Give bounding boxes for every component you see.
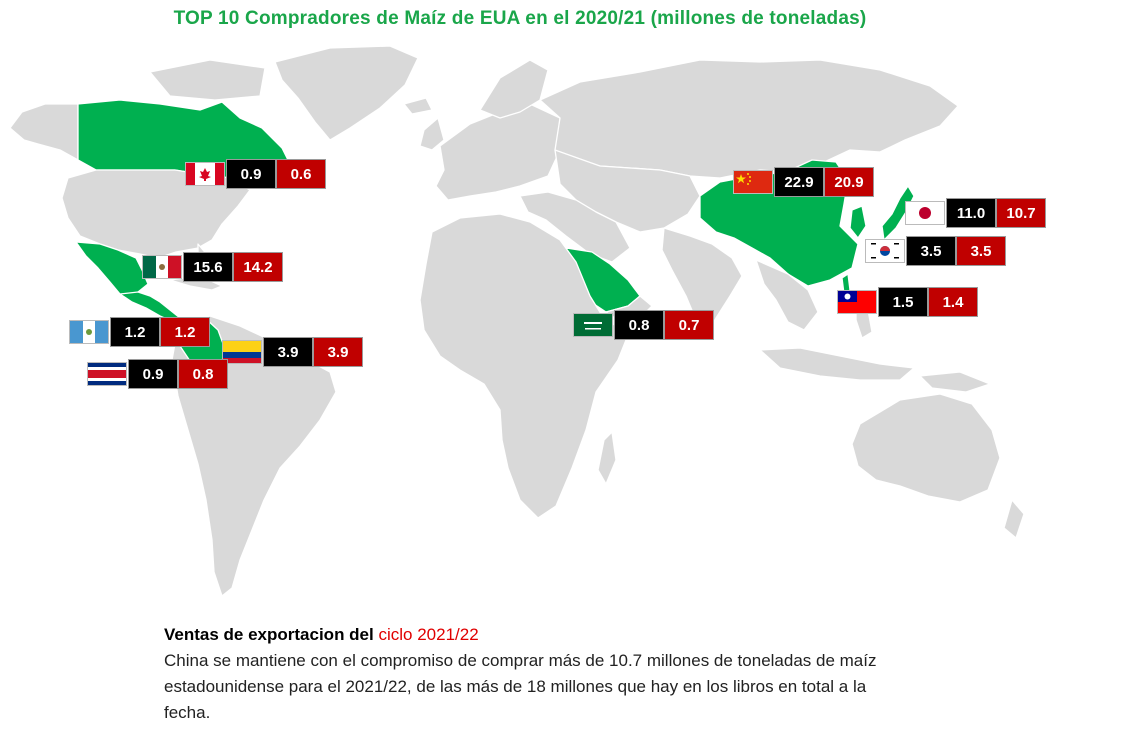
costa-rica-flag	[88, 363, 126, 385]
greenland	[274, 45, 419, 141]
value-2021-22: 14.2	[233, 252, 283, 282]
united-states	[61, 169, 251, 259]
value-2021-22: 0.8	[178, 359, 228, 389]
map-title: TOP 10 Compradores de Maíz de EUA en el …	[173, 8, 867, 29]
australia	[851, 393, 1001, 503]
label-guatemala: 1.2 1.2	[70, 317, 210, 347]
label-japan: 11.0 10.7	[906, 198, 1046, 228]
value-2021-22: 20.9	[824, 167, 874, 197]
new-zealand	[1003, 499, 1025, 539]
taiwan	[841, 273, 851, 295]
value-2021-22: 0.7	[664, 310, 714, 340]
japan	[881, 185, 915, 241]
uk-ireland	[419, 117, 445, 151]
note-body: China se mantiene con el compromiso de c…	[164, 651, 877, 722]
africa	[419, 213, 631, 519]
label-taiwan: 1.5 1.4	[838, 287, 978, 317]
indonesia	[759, 347, 915, 381]
value-2020-21: 3.5	[906, 236, 956, 266]
middle-east	[519, 191, 631, 263]
guatemala-flag	[70, 321, 108, 343]
value-2020-21: 0.9	[226, 159, 276, 189]
canada-flag	[186, 163, 224, 185]
note-heading-cycle: ciclo 2021/22	[378, 625, 479, 644]
arctic-islands	[149, 59, 266, 101]
export-note: Ventas de exportacion del ciclo 2021/22 …	[164, 622, 884, 726]
label-canada: 0.9 0.6	[186, 159, 326, 189]
value-2020-21: 11.0	[946, 198, 996, 228]
alaska	[9, 103, 79, 161]
taiwan-flag	[838, 291, 876, 313]
value-2021-22: 1.2	[160, 317, 210, 347]
russia	[539, 59, 959, 179]
note-heading-prefix: Ventas de exportacion del	[164, 625, 379, 644]
value-2020-21: 3.9	[263, 337, 313, 367]
label-mexico: 15.6 14.2	[143, 252, 283, 282]
saudi-arabia-flag	[574, 314, 612, 336]
europe	[435, 103, 561, 201]
label-south-korea: 3.5 3.5	[866, 236, 1006, 266]
japan-flag	[906, 202, 944, 224]
label-colombia: 3.9 3.9	[223, 337, 363, 367]
value-2020-21: 22.9	[774, 167, 824, 197]
south-korea-flag	[866, 240, 904, 262]
value-2020-21: 1.2	[110, 317, 160, 347]
label-china: 22.9 20.9	[734, 167, 874, 197]
value-2020-21: 15.6	[183, 252, 233, 282]
mexico-flag	[143, 256, 181, 278]
value-2021-22: 10.7	[996, 198, 1046, 228]
label-costa-rica: 0.9 0.8	[88, 359, 228, 389]
southeast-asia	[755, 259, 819, 331]
china-flag	[734, 171, 772, 193]
india	[661, 227, 743, 337]
value-2020-21: 0.9	[128, 359, 178, 389]
note-heading: Ventas de exportacion del ciclo 2021/22	[164, 622, 884, 648]
colombia-flag	[223, 341, 261, 363]
value-2021-22: 3.9	[313, 337, 363, 367]
value-2021-22: 3.5	[956, 236, 1006, 266]
label-saudi-arabia: 0.8 0.7	[574, 310, 714, 340]
korea	[849, 205, 867, 239]
value-2020-21: 1.5	[878, 287, 928, 317]
iceland	[403, 97, 433, 115]
new-guinea	[919, 371, 991, 393]
value-2021-22: 0.6	[276, 159, 326, 189]
value-2020-21: 0.8	[614, 310, 664, 340]
value-2021-22: 1.4	[928, 287, 978, 317]
madagascar	[597, 431, 617, 485]
scandinavia	[479, 59, 549, 119]
